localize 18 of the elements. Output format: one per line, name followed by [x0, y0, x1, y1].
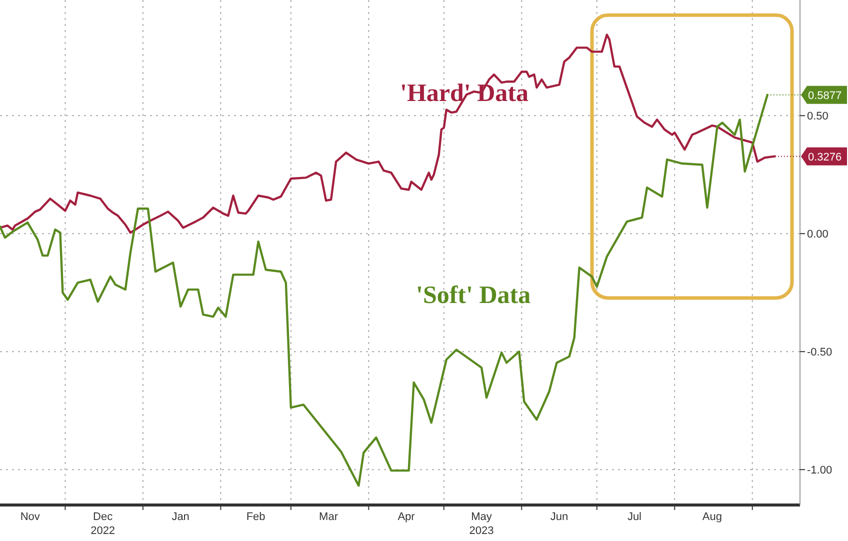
- x-tick-label: Jan: [172, 511, 190, 523]
- series-label: 'Hard' Data: [400, 80, 529, 107]
- y-tick-label: -1.00: [807, 464, 832, 477]
- y-tick-label: 0.00: [807, 228, 828, 241]
- x-tick-label: Feb: [246, 511, 266, 523]
- x-tick-label: Mar: [319, 511, 338, 523]
- x-tick-label: Jun: [550, 511, 568, 523]
- y-tick-label: 0.50: [807, 110, 828, 123]
- x-tick-label: Nov: [20, 511, 40, 523]
- x-tick-label: Aug: [702, 511, 722, 523]
- series-label: 'Soft' Data: [416, 282, 532, 309]
- x-tick-label: Dec 2022: [90, 511, 116, 537]
- y-tick-label: -0.50: [807, 346, 832, 359]
- x-tick-label: May 2023: [469, 511, 494, 537]
- x-tick-label: Apr: [398, 511, 416, 523]
- data-label: 0.3276: [808, 151, 842, 164]
- x-tick-label: Jul: [627, 511, 642, 523]
- data-label: 0.5877: [808, 90, 842, 102]
